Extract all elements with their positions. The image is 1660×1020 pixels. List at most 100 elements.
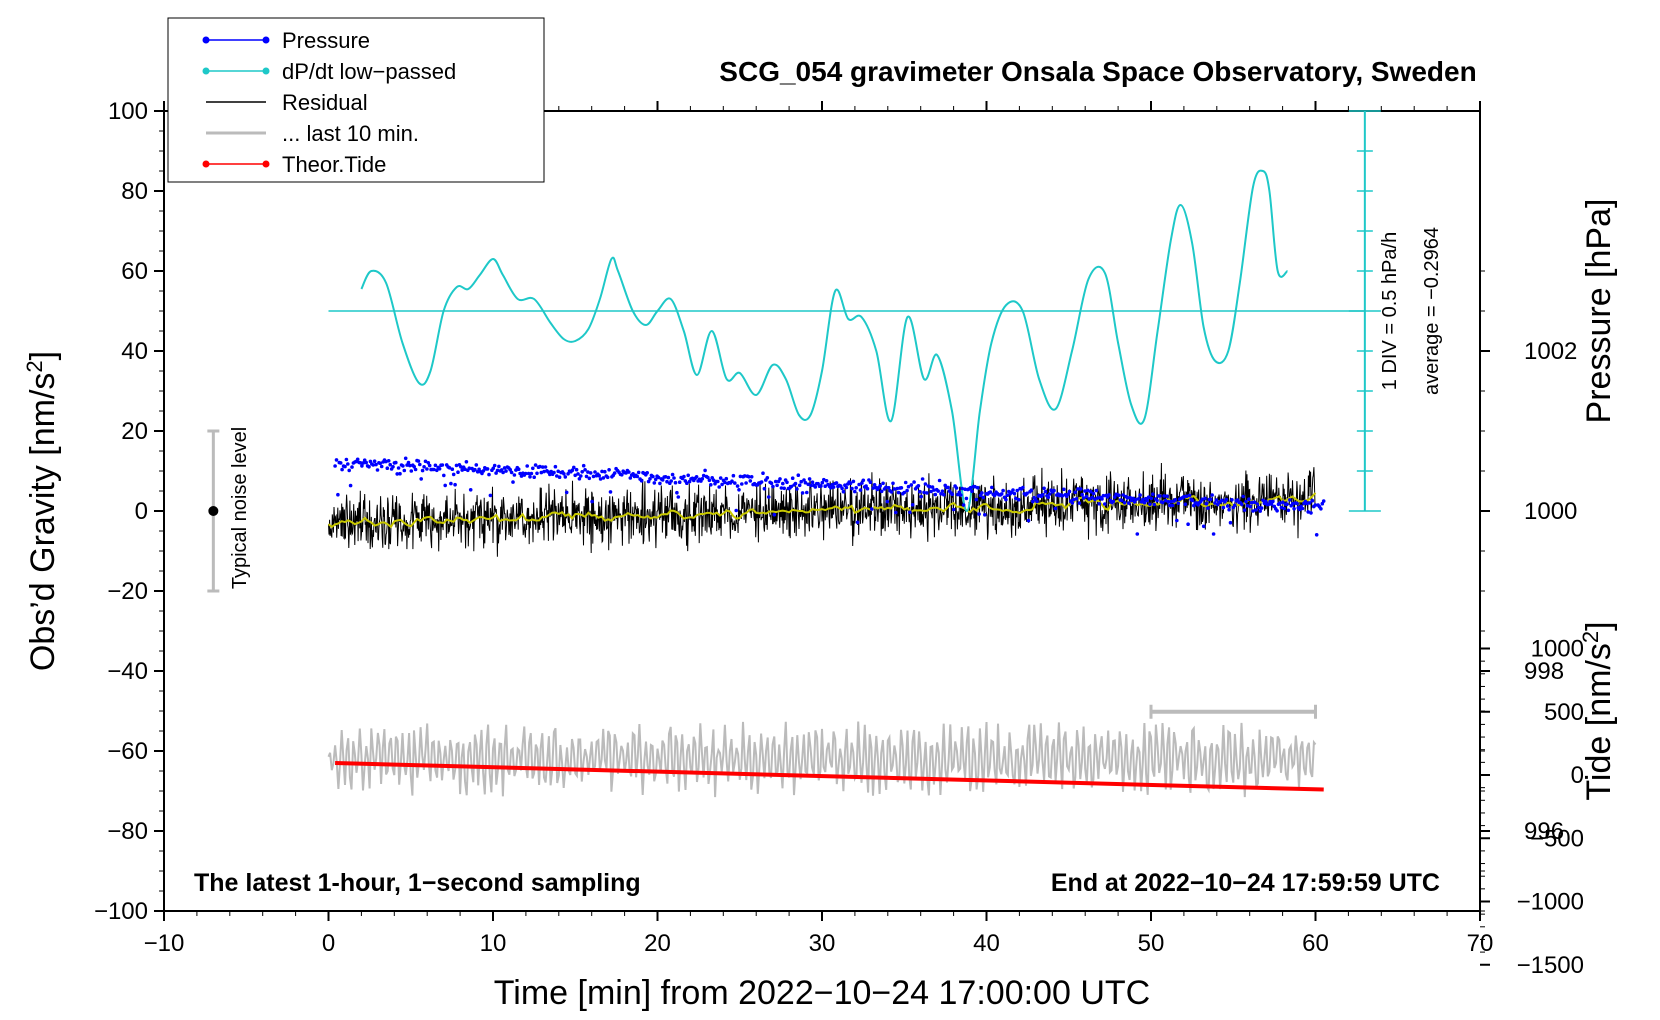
pressure-point xyxy=(577,477,582,481)
pressure-point xyxy=(1309,511,1313,515)
pressure-point xyxy=(636,470,641,475)
pressure-point xyxy=(1204,501,1209,506)
pressure-point xyxy=(718,476,723,480)
pressure-point xyxy=(759,480,764,484)
pressure-point xyxy=(983,513,987,517)
pressure-point xyxy=(1208,497,1213,502)
pressure-point xyxy=(413,467,418,472)
pressure-point xyxy=(858,488,863,492)
pressure-tick-label: 1002 xyxy=(1524,338,1577,365)
legend-swatch-marker xyxy=(202,67,210,75)
pressure-point xyxy=(364,460,369,465)
pressure-point xyxy=(1079,487,1083,491)
pressure-point xyxy=(799,479,803,484)
pressure-point xyxy=(735,484,740,488)
pressure-point xyxy=(628,476,633,480)
pressure-point xyxy=(350,465,354,469)
div-scale-label: 1 DIV = 0.5 hPa/h xyxy=(1379,232,1401,390)
noise-level-label: Typical noise level xyxy=(229,427,251,589)
pressure-point xyxy=(1269,502,1274,506)
x-tick-label: 70 xyxy=(1467,930,1494,957)
pressure-point xyxy=(761,471,765,476)
theor-tide-line xyxy=(335,760,1324,792)
pressure-point xyxy=(957,490,962,495)
pressure-point xyxy=(1091,491,1096,496)
pressure-point xyxy=(1254,508,1258,512)
pressure-point xyxy=(1136,497,1141,501)
pressure-point xyxy=(333,464,337,468)
pressure-point xyxy=(509,470,514,475)
pressure-point xyxy=(1077,501,1082,505)
pressure-point xyxy=(954,486,959,490)
pressure-point xyxy=(1107,493,1111,497)
pressure-point xyxy=(355,457,360,462)
pressure-point xyxy=(872,483,877,487)
pressure-point xyxy=(579,474,583,478)
residual-series-line xyxy=(328,462,1316,557)
tide-axis-title-main: Tide [nm/s xyxy=(1580,643,1618,800)
legend-label: Residual xyxy=(282,90,368,115)
pressure-point xyxy=(1162,494,1166,498)
pressure-point xyxy=(487,472,491,477)
pressure-point xyxy=(793,481,798,486)
pressure-point xyxy=(980,491,984,495)
pressure-point xyxy=(1128,495,1132,500)
pressure-point xyxy=(805,490,809,495)
tide-tick-label: −1500 xyxy=(1517,952,1584,979)
pressure-point xyxy=(1321,499,1326,503)
pressure-point xyxy=(603,469,607,474)
pressure-point xyxy=(464,460,469,464)
pressure-point xyxy=(542,469,546,474)
pressure-point xyxy=(375,468,380,472)
pressure-point xyxy=(809,483,813,488)
pressure-point xyxy=(426,461,431,465)
pressure-point xyxy=(539,470,544,475)
pressure-point xyxy=(474,463,479,467)
pressure-point xyxy=(806,482,810,487)
pressure-point xyxy=(540,465,545,469)
pressure-point xyxy=(1182,494,1186,499)
pressure-point xyxy=(841,489,846,494)
pressure-point xyxy=(347,468,352,473)
pressure-point xyxy=(961,503,966,507)
pressure-point xyxy=(1257,505,1261,510)
pressure-point xyxy=(834,481,839,485)
pressure-point xyxy=(1086,488,1090,493)
pressure-point xyxy=(572,465,576,470)
pressure-point xyxy=(974,497,979,502)
pressure-point xyxy=(894,510,898,515)
pressure-point xyxy=(1073,490,1077,495)
pressure-point xyxy=(348,483,353,488)
pressure-point xyxy=(620,473,624,477)
pressure-point xyxy=(1245,503,1250,508)
pressure-point xyxy=(612,471,617,475)
pressure-point xyxy=(1084,494,1089,499)
pressure-point xyxy=(423,459,428,464)
pressure-point xyxy=(416,459,421,463)
pressure-point xyxy=(459,465,463,469)
pressure-point xyxy=(1292,507,1296,511)
pressure-point xyxy=(860,481,864,485)
pressure-point xyxy=(494,471,498,475)
pressure-point xyxy=(570,468,575,473)
y-tick-label: −100 xyxy=(94,898,148,925)
pressure-point xyxy=(1121,493,1125,497)
y-tick-label: −80 xyxy=(107,818,148,845)
pressure-point xyxy=(1046,495,1051,500)
pressure-point xyxy=(334,458,339,462)
pressure-point xyxy=(1152,502,1156,507)
pressure-point xyxy=(1175,518,1179,523)
pressure-point xyxy=(861,478,866,483)
pressure-point xyxy=(871,486,875,490)
pressure-point xyxy=(981,495,986,500)
pressure-point xyxy=(1266,502,1271,507)
y-tick-label: 80 xyxy=(121,178,148,205)
pressure-point xyxy=(555,474,559,478)
pressure-point xyxy=(360,464,364,468)
pressure-point xyxy=(519,474,524,478)
pressure-point xyxy=(590,499,594,504)
pressure-point xyxy=(419,477,424,481)
pressure-point xyxy=(942,492,946,497)
pressure-point xyxy=(443,483,448,488)
pressure-point xyxy=(412,464,417,469)
